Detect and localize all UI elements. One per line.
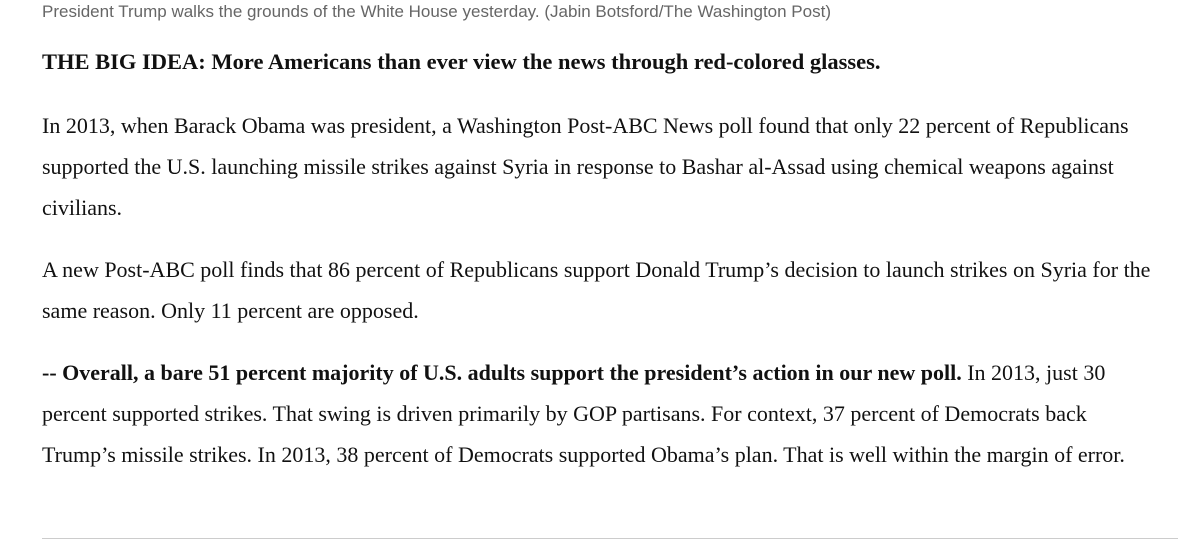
paragraph-text: In 2013, just 30 percent supported strik… — [42, 360, 1125, 467]
paragraph: -- Overall, a bare 51 percent majority o… — [42, 352, 1160, 475]
section-heading: THE BIG IDEA: More Americans than ever v… — [42, 49, 881, 74]
photo-caption: President Trump walks the grounds of the… — [42, 2, 831, 21]
article-body: THE BIG IDEA: More Americans than ever v… — [42, 44, 1160, 496]
divider — [42, 538, 1178, 539]
paragraph: In 2013, when Barack Obama was president… — [42, 113, 1129, 220]
paragraph: A new Post-ABC poll finds that 86 percen… — [42, 257, 1151, 323]
paragraph-lead: -- Overall, a bare 51 percent majority o… — [42, 360, 962, 385]
